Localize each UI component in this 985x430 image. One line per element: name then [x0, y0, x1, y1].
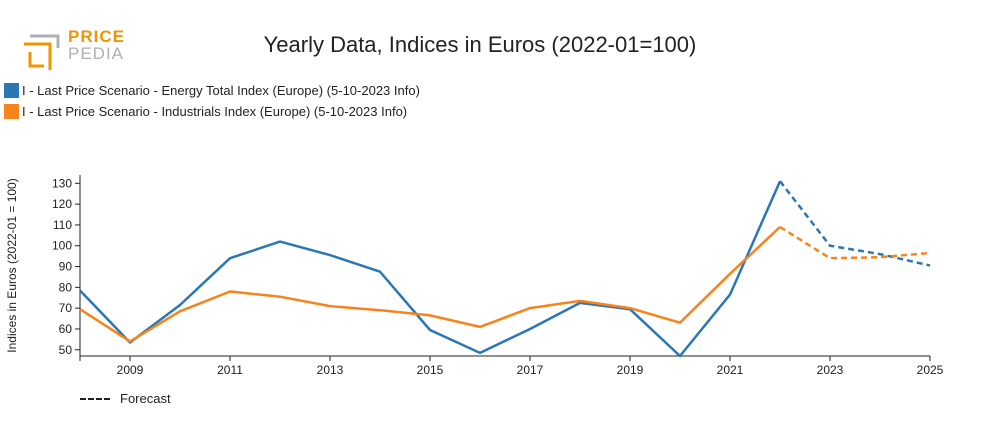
legend-swatch-energy [4, 83, 19, 98]
chart-legend: I - Last Price Scenario - Energy Total I… [4, 80, 420, 122]
y-tick-label: 100 [52, 239, 72, 253]
y-tick-label: 90 [59, 260, 73, 274]
chart-title: Yearly Data, Indices in Euros (2022-01=1… [263, 32, 697, 57]
legend-swatch-industrials [4, 104, 19, 119]
series-forecast-line-1 [779, 225, 931, 260]
x-tick-label: 2021 [717, 363, 744, 377]
y-tick-label: 80 [59, 280, 73, 294]
x-tick-label: 2019 [617, 363, 644, 377]
legend-item-energy[interactable]: I - Last Price Scenario - Energy Total I… [4, 80, 420, 101]
y-tick-label: 130 [52, 176, 72, 190]
x-tick-label: 2015 [417, 363, 444, 377]
x-tick-label: 2017 [517, 363, 544, 377]
legend-label-energy: I - Last Price Scenario - Energy Total I… [22, 83, 420, 98]
y-tick-label: 110 [53, 218, 72, 232]
y-tick-label: 50 [59, 343, 73, 357]
series-line-1 [79, 226, 781, 343]
x-tick-label: 2013 [317, 363, 344, 377]
legend-item-industrials[interactable]: I - Last Price Scenario - Industrials In… [4, 101, 420, 122]
y-tick-label: 120 [52, 197, 72, 211]
logo-text-price: PRICE [68, 27, 125, 46]
logo-mark-icon [24, 34, 60, 70]
x-tick-label: 2009 [117, 363, 144, 377]
x-tick-label: 2023 [817, 363, 844, 377]
forecast-label: Forecast [120, 391, 171, 406]
legend-label-industrials: I - Last Price Scenario - Industrials In… [22, 104, 408, 119]
y-tick-label: 60 [59, 322, 73, 336]
forecast-dash-icon [80, 397, 110, 400]
series-line-0 [79, 180, 782, 358]
x-tick-label: 2011 [217, 363, 243, 377]
y-tick-label: 70 [59, 301, 73, 315]
logo-text-pedia: PEDIA [68, 44, 125, 63]
series-forecast-line-0 [779, 180, 931, 267]
x-tick-label: 2025 [917, 363, 944, 377]
forecast-legend: Forecast [80, 391, 171, 406]
y-axis-label: Indices in Euros (2022-01 = 100) [5, 178, 19, 352]
pricepedia-logo: PRICE PEDIA [20, 26, 130, 74]
